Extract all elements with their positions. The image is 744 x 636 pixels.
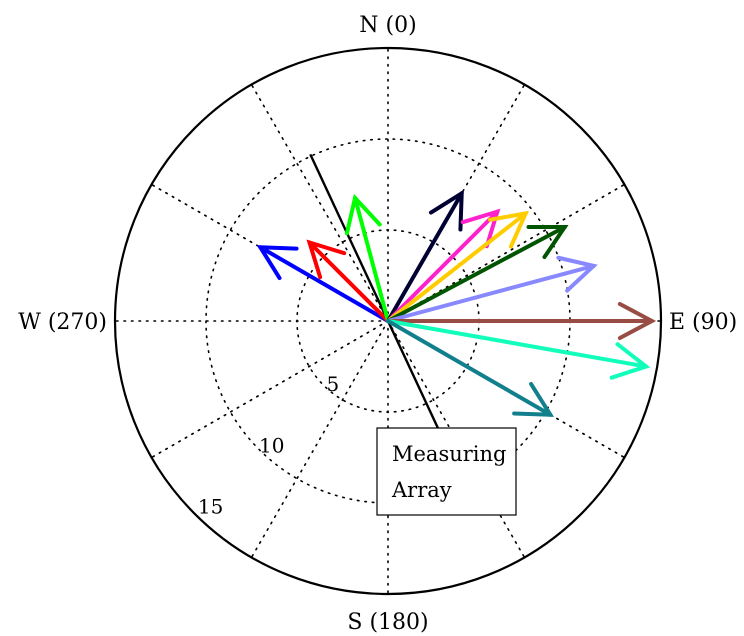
vector-arrowhead [344,193,382,236]
south-label: S (180) [347,610,428,635]
vector-3 [344,193,390,323]
north-label: N (0) [359,13,416,38]
vector-5 [386,208,501,323]
annotation-line-1: Measuring [392,442,506,466]
vector-2 [306,239,390,323]
east-label: E (90) [669,310,737,335]
radial-tick-label-10: 10 [259,433,284,457]
vector-shaft [386,319,649,369]
vector-arrowhead [460,208,501,249]
vector-arrowhead [609,342,651,380]
vector-arrowhead [428,189,464,232]
vector-shaft [386,209,500,323]
vector-arrowhead [617,302,657,340]
vector-arrowhead [556,255,598,293]
west-label: W (270) [18,310,107,335]
vector-9 [386,302,657,340]
grid-spoke [250,83,389,322]
vector-11 [386,319,555,417]
vector-arrowhead [487,210,530,249]
vector-shaft [307,240,390,323]
vector-10 [386,319,651,380]
vector-shaft [386,319,553,417]
vector-4 [386,189,464,323]
vector-6 [386,210,530,323]
vector-shaft [386,263,596,323]
vector-shaft [386,211,528,323]
vector-shaft [353,195,390,323]
radial-tick-label-15: 15 [198,494,223,518]
wind-vectors [256,189,657,417]
vector-1 [256,245,390,323]
vector-shaft [386,225,567,323]
vector-shaft [258,245,390,323]
grid-spoke [250,320,389,559]
vector-7 [386,225,569,323]
grid-spoke [150,320,389,459]
vector-arrowhead [526,225,569,260]
annotation-line-2: Array [391,478,452,502]
measuring-array-line [309,153,440,431]
vector-arrowhead [512,382,555,417]
radial-tick-label-5: 5 [327,372,340,396]
vector-8 [386,255,598,323]
vector-shaft [386,191,464,323]
annotation-box [376,427,517,516]
measuring-array-annotation: Measuring Array [376,427,517,516]
vector-arrowhead [256,245,299,281]
outer-boundary-circle [113,46,663,596]
vector-arrowhead [306,239,347,280]
